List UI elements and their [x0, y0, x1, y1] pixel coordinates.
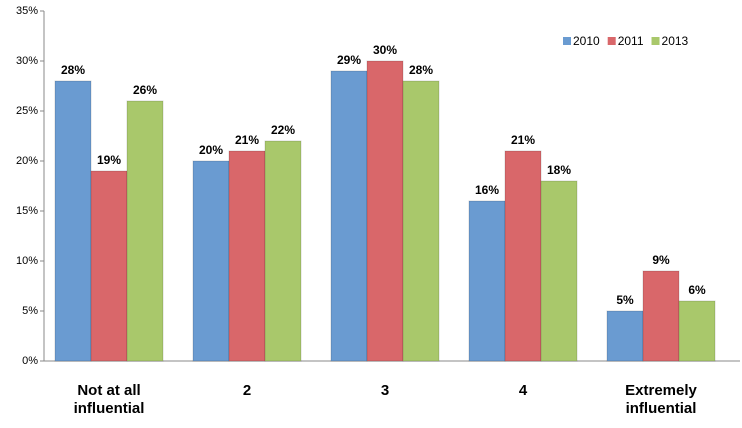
legend-swatch	[651, 37, 660, 45]
value-label: 5%	[616, 293, 634, 307]
bar	[366, 60, 404, 362]
value-label: 26%	[133, 83, 157, 97]
bar	[678, 300, 716, 362]
bar	[54, 80, 92, 362]
y-tick-label: 20%	[16, 155, 38, 167]
y-tick-label: 30%	[16, 55, 38, 67]
bar	[540, 180, 578, 362]
legend-label: 2011	[618, 34, 644, 48]
value-label: 6%	[688, 283, 706, 297]
y-tick-label: 0%	[22, 355, 38, 367]
y-tick-label: 35%	[16, 5, 38, 17]
value-label: 21%	[235, 133, 259, 147]
bar	[264, 140, 302, 362]
value-label: 9%	[652, 253, 670, 267]
legend-label: 2010	[573, 34, 600, 48]
y-tick-label: 10%	[16, 255, 38, 267]
value-label: 30%	[373, 43, 397, 57]
bar	[228, 150, 266, 362]
value-label: 20%	[199, 143, 223, 157]
y-tick-label: 15%	[16, 205, 38, 217]
x-tick-label: 2	[242, 382, 252, 399]
x-tick-label: Extremely influential	[625, 382, 697, 417]
bar	[504, 150, 542, 362]
x-tick-label: 4	[518, 382, 528, 399]
value-label: 29%	[337, 53, 361, 67]
bar	[330, 70, 368, 362]
bar	[90, 170, 128, 362]
bar	[606, 310, 644, 362]
value-label: 22%	[271, 123, 295, 137]
value-label: 18%	[547, 163, 571, 177]
bar	[468, 200, 506, 362]
value-label: 21%	[511, 133, 535, 147]
value-label: 28%	[409, 63, 433, 77]
legend-swatch	[563, 37, 571, 45]
x-tick-label: Not at all influential	[73, 382, 145, 417]
legend-label: 2013	[662, 34, 689, 48]
bar	[192, 160, 230, 362]
bar	[642, 270, 680, 362]
value-label: 19%	[97, 153, 121, 167]
bar	[126, 100, 164, 362]
value-label: 16%	[475, 183, 499, 197]
y-tick-label: 5%	[22, 305, 38, 317]
legend-swatch	[607, 37, 616, 45]
bar	[402, 80, 440, 362]
x-tick-label: 3	[380, 382, 390, 399]
y-tick-label: 25%	[16, 105, 38, 117]
value-label: 28%	[61, 63, 85, 77]
